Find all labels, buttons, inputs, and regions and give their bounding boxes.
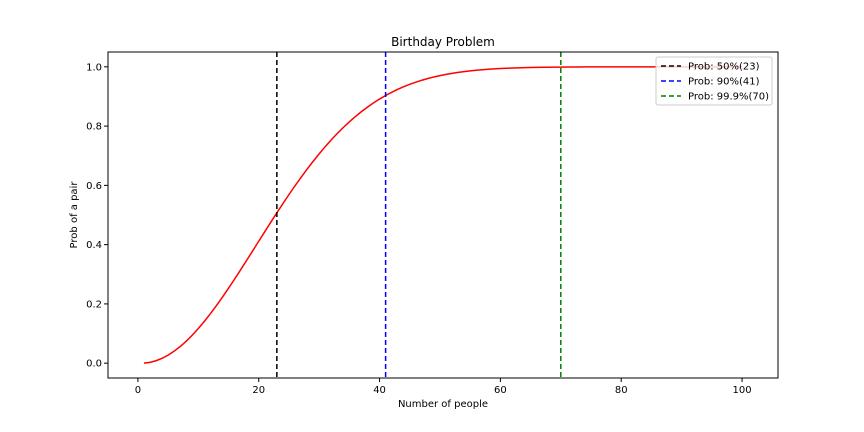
axis-ticks: 0 20 40 60 80 100 0.0 0.2 0.4 0.6 0.8 1.0 [86, 62, 752, 396]
x-tick-label: 40 [373, 385, 386, 396]
x-tick-label: 0 [135, 385, 141, 396]
x-tick-label: 20 [252, 385, 265, 396]
y-tick-label: 0.8 [86, 122, 102, 133]
chart-title: Birthday Problem [391, 35, 495, 49]
y-axis-label: Prob of a pair [69, 181, 80, 249]
y-tick-label: 0.2 [86, 299, 102, 310]
legend-box [655, 56, 773, 106]
x-axis-label: Number of people [398, 399, 488, 410]
x-tick-label: 100 [733, 385, 752, 396]
legend-label: Prob: 90%(41) [688, 77, 760, 88]
legend-label: Prob: 50%(23) [688, 62, 760, 73]
plot-area [143, 52, 743, 378]
axes-frame [107, 51, 779, 379]
y-tick-label: 0.0 [86, 359, 102, 370]
legend: Prob: 50%(23) Prob: 90%(41) Prob: 99.9%(70… [655, 56, 773, 106]
y-tick-label: 0.6 [86, 181, 102, 192]
x-tick-label: 80 [615, 385, 628, 396]
legend-label: Prob: 99.9%(70) [688, 92, 769, 103]
y-tick-label: 1.0 [86, 62, 102, 73]
y-tick-label: 0.4 [86, 240, 102, 251]
x-tick-label: 60 [494, 385, 507, 396]
probability-curve [143, 66, 743, 364]
